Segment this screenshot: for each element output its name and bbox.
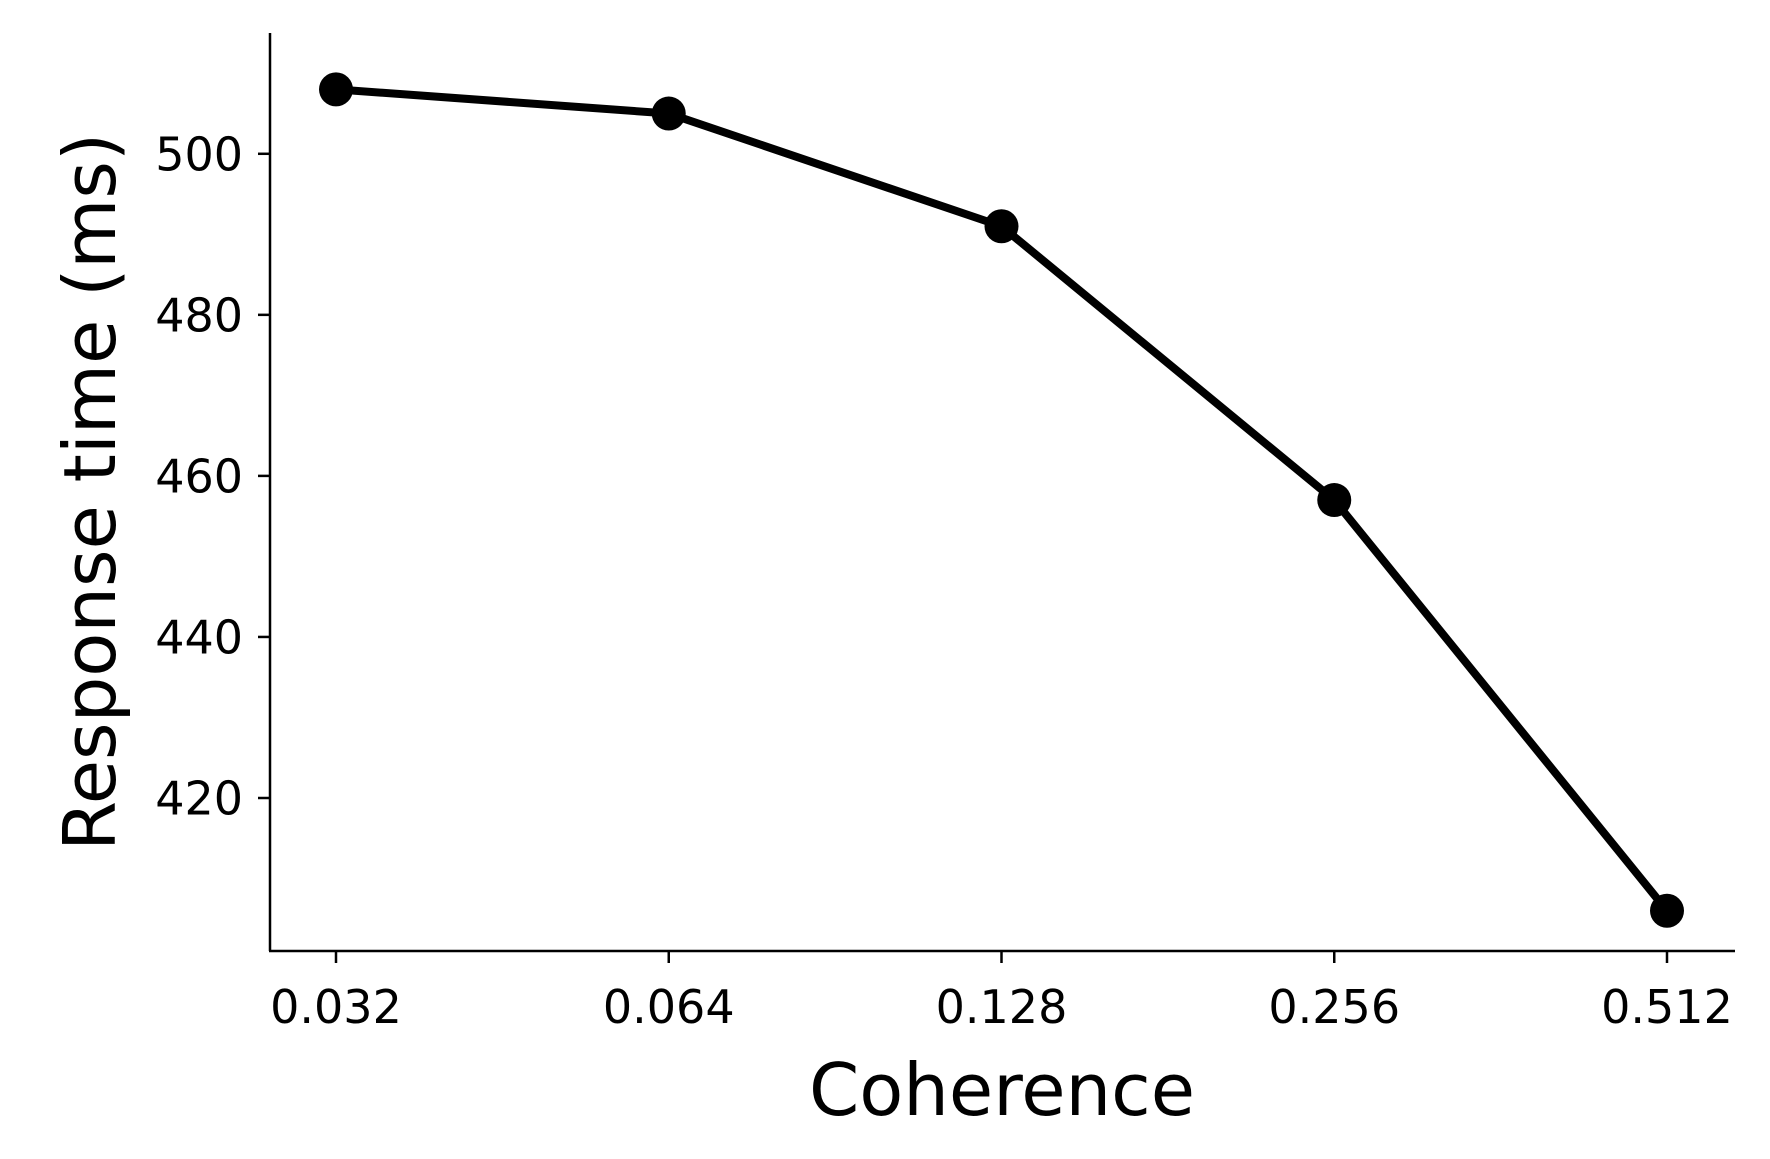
y-tick-label: 440 bbox=[155, 611, 243, 665]
data-point bbox=[651, 96, 686, 131]
data-point bbox=[984, 209, 1019, 244]
data-point bbox=[319, 72, 353, 107]
x-axis-label: Coherence bbox=[809, 1048, 1195, 1132]
x-tick-label: 0.128 bbox=[936, 980, 1068, 1034]
x-ticks: 0.032 0.064 0.128 0.256 0.512 bbox=[270, 951, 1733, 1034]
y-tick-label: 480 bbox=[155, 288, 243, 342]
y-tick-label: 460 bbox=[155, 449, 243, 503]
series-line-group bbox=[319, 72, 1684, 928]
x-tick-label: 0.064 bbox=[603, 980, 735, 1034]
x-tick-label: 0.256 bbox=[1268, 980, 1400, 1034]
x-tick-label: 0.512 bbox=[1601, 980, 1733, 1034]
x-tick-label: 0.032 bbox=[270, 980, 402, 1034]
data-point bbox=[1650, 893, 1684, 928]
axes bbox=[268, 33, 1735, 953]
y-axis-label: Response time (ms) bbox=[48, 133, 132, 851]
y-ticks: 420 440 460 480 500 bbox=[155, 127, 270, 826]
y-tick-label: 500 bbox=[155, 127, 243, 181]
y-tick-label: 420 bbox=[155, 772, 243, 826]
data-point bbox=[1317, 483, 1352, 518]
